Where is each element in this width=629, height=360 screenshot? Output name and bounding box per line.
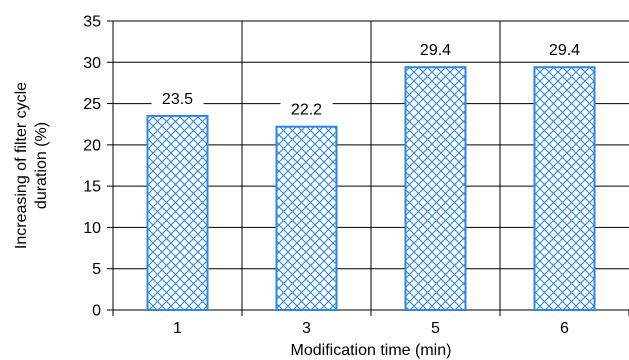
- y-tick-label: 30: [83, 55, 101, 72]
- x-tick-label: 5: [431, 320, 440, 337]
- bar-3: [275, 125, 338, 312]
- y-axis-ticks: 0 5 10 15 20 25 30 35: [83, 14, 113, 320]
- data-label: 29.4: [420, 42, 451, 59]
- bar-6: [533, 66, 596, 311]
- bar-5: [404, 66, 467, 311]
- y-tick-label: 10: [83, 220, 101, 237]
- data-label: 23.5: [162, 91, 193, 108]
- data-label: 29.4: [549, 42, 580, 59]
- data-label-background: [538, 39, 591, 60]
- y-tick-label: 20: [83, 137, 101, 154]
- x-tick-label: 1: [173, 320, 182, 337]
- data-label-background: [280, 98, 333, 119]
- y-tick-label: 5: [92, 261, 101, 278]
- y-tick-label: 35: [83, 14, 101, 31]
- y-tick-label: 25: [83, 96, 101, 113]
- bars: [146, 66, 596, 312]
- y-tick-label: 0: [92, 303, 101, 320]
- data-labels: 23.5 22.2 29.4 29.4: [151, 39, 591, 119]
- x-tick-label: 6: [560, 320, 569, 337]
- data-label-background: [409, 39, 462, 60]
- x-axis-ticks: 1 3 5 6: [112, 310, 629, 337]
- y-axis-title: Increasing of filter cycle duration (%): [13, 82, 50, 249]
- data-label-background: [151, 87, 204, 108]
- y-tick-label: 15: [83, 179, 101, 196]
- x-axis-title: Modification time (min): [291, 342, 452, 359]
- x-tick-label: 3: [302, 320, 311, 337]
- data-label: 22.2: [291, 102, 322, 119]
- bar-1: [146, 114, 209, 312]
